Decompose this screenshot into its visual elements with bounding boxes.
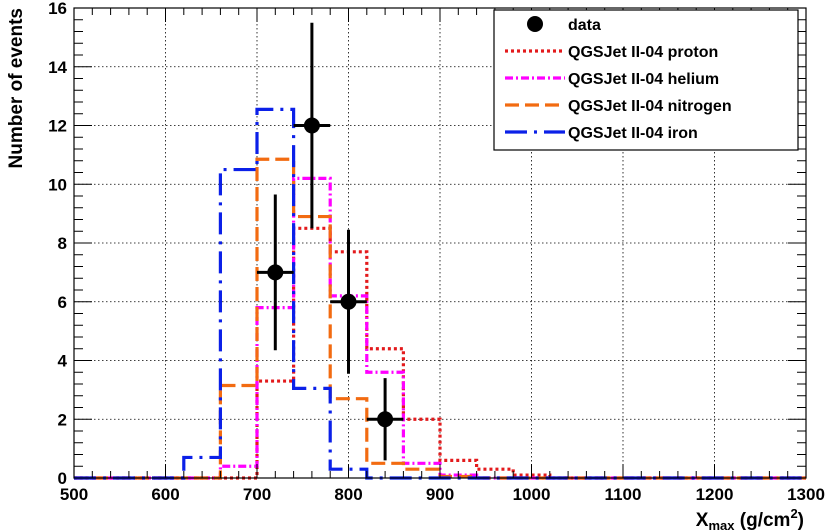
axis-ticks (73, 7, 807, 479)
x-tick-labels: 500 600 700 800 900 1000 1100 1200 1300 (60, 485, 825, 504)
x-tick-label: 800 (334, 485, 362, 504)
y-tick-label: 8 (58, 234, 67, 253)
x-tick-label: 900 (426, 485, 454, 504)
legend-box (493, 9, 799, 151)
y-tick-label: 6 (58, 293, 67, 312)
y-tick-labels: 0 2 4 6 8 10 12 14 16 (48, 0, 67, 488)
legend-label-nitrogen: QGSJet II-04 nitrogen (568, 98, 732, 115)
y-tick-label: 10 (48, 175, 67, 194)
x-tick-label: 1000 (513, 485, 551, 504)
data-point (303, 117, 320, 134)
histogram-iron (74, 107, 806, 480)
data-points (257, 22, 404, 461)
x-axis-title-sub: max (708, 518, 735, 532)
legend-label-helium: QGSJet II-04 helium (568, 71, 719, 88)
legend: data QGSJet II-04 proton QGSJet II-04 heli… (493, 9, 799, 151)
x-axis-title-sup: 2 (790, 506, 797, 521)
x-tick-label: 1200 (696, 485, 734, 504)
legend-marker-data (527, 16, 543, 32)
data-point (340, 293, 357, 310)
x-tick-label: 1100 (605, 485, 642, 504)
y-tick-label: 4 (58, 352, 68, 371)
x-axis-title-unit: (g/cm (734, 510, 790, 531)
x-axis-title: Xmax (g/cm2) (696, 506, 804, 532)
y-tick-label: 0 (58, 469, 67, 488)
y-tick-label: 12 (48, 117, 67, 136)
x-tick-label: 1300 (787, 485, 825, 504)
legend-label-data: data (568, 17, 601, 34)
histogram-helium (74, 176, 806, 480)
x-tick-label: 700 (243, 485, 271, 504)
x-tick-label: 500 (60, 485, 88, 504)
x-axis-title-close: ) (798, 510, 804, 531)
legend-label-proton: QGSJet II-04 proton (568, 44, 718, 61)
data-point (267, 264, 284, 281)
y-tick-label: 16 (48, 0, 67, 18)
data-point (377, 411, 394, 428)
y-axis-title: Number of events (6, 8, 27, 168)
legend-label-iron: QGSJet II-04 iron (568, 125, 698, 142)
y-tick-label: 2 (58, 410, 67, 429)
x-tick-label: 600 (151, 485, 179, 504)
y-tick-label: 14 (48, 58, 67, 77)
x-axis-title-main: X (696, 510, 709, 531)
